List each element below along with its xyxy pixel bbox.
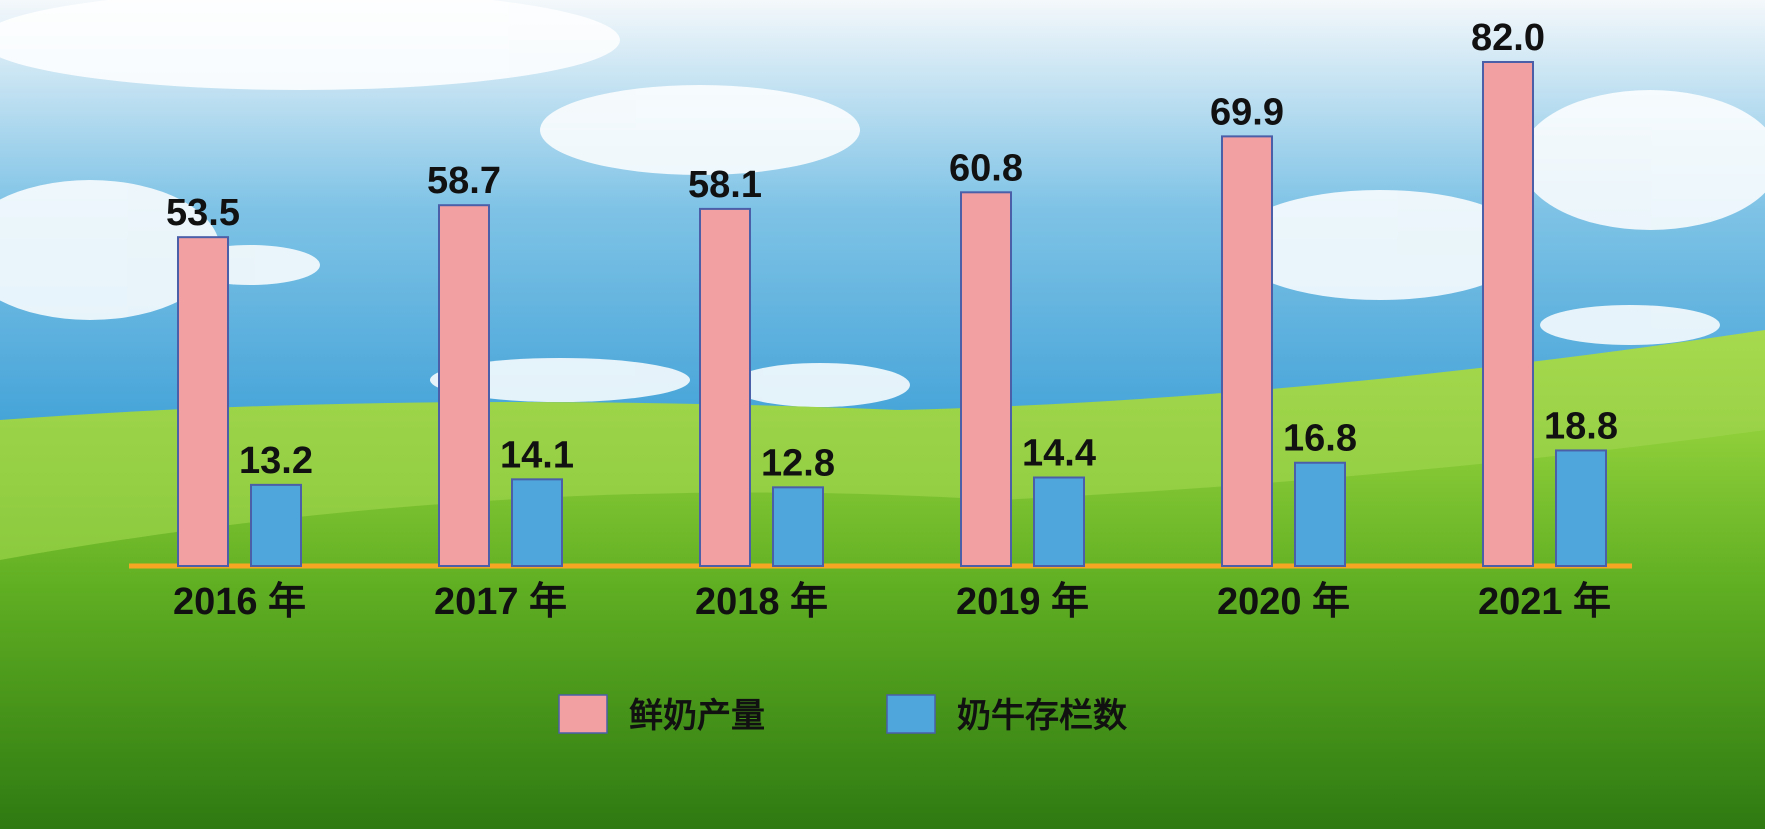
legend: 鲜奶产量 奶牛存栏数 [558,694,1127,735]
value-label: 16.8 [1283,418,1357,460]
value-label: 58.7 [427,160,501,202]
bar [699,207,751,568]
bar [438,204,490,568]
legend-label: 鲜奶产量 [629,697,765,735]
bar [1033,476,1085,567]
legend-swatch [886,694,936,734]
bar [1221,135,1273,567]
x-tick-label: 2016 年 [173,581,306,623]
value-label: 14.4 [1022,432,1096,474]
x-tick-label: 2017 年 [434,581,567,623]
bar [511,478,563,567]
bar [1555,449,1607,568]
x-tick-label: 2019 年 [956,581,1089,623]
bar [960,191,1012,568]
legend-swatch [558,694,608,734]
bar [1482,61,1534,567]
value-label: 60.8 [949,147,1023,189]
legend-label: 奶牛存栏数 [957,697,1127,735]
value-label: 58.1 [688,164,762,206]
value-label: 69.9 [1210,91,1284,133]
x-tick-label: 2018 年 [695,581,828,623]
x-tick-label: 2020 年 [1217,581,1350,623]
x-tick-label: 2021 年 [1478,581,1611,623]
value-label: 18.8 [1544,405,1618,447]
bar [177,236,229,567]
value-label: 82.0 [1471,17,1545,59]
bar [772,486,824,568]
value-label: 53.5 [166,192,240,234]
value-label: 12.8 [761,442,835,484]
bar [250,483,302,567]
value-label: 14.1 [500,434,574,476]
bar [1294,461,1346,567]
value-label: 13.2 [239,440,313,482]
